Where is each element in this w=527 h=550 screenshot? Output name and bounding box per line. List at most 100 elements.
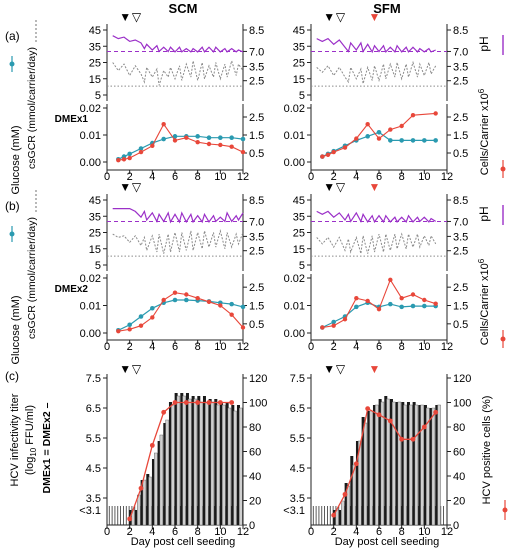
bar-dmex2 bbox=[403, 404, 407, 526]
bar-dmex1 bbox=[423, 405, 427, 525]
bar-dmex1 bbox=[389, 399, 393, 525]
cells-point bbox=[422, 297, 427, 303]
csgcr-point bbox=[376, 130, 382, 135]
chart-a-SCM: ▼ ▽ 5 15 25 35 45 2.5 3.5 7.0 8.5 0.00 0.01 0.02 0.5 1.… bbox=[80, 10, 265, 183]
y-tick-label-glucose: 25 bbox=[89, 58, 101, 70]
cells-point bbox=[184, 292, 189, 297]
y-tick-label-right: 3.5 bbox=[453, 231, 468, 243]
y-tick-label-glucose: 35 bbox=[89, 41, 101, 53]
bar-dmex2 bbox=[222, 404, 226, 526]
y-tick-label-hcv: 60 bbox=[249, 447, 261, 459]
filled-triangle-marker: ▼ bbox=[323, 362, 335, 376]
open-triangle-marker: ▽ bbox=[132, 180, 142, 194]
x-tick-label: 4 bbox=[149, 171, 155, 183]
x-tick-label: 6 bbox=[376, 171, 382, 183]
filled-triangle-marker: ▼ bbox=[323, 10, 335, 24]
csgcr-point bbox=[172, 134, 178, 139]
cells-point bbox=[229, 144, 234, 149]
cells-point bbox=[218, 303, 223, 308]
bar-dmex1 bbox=[191, 396, 195, 525]
cells-point bbox=[195, 140, 200, 145]
bar-dmex2 bbox=[437, 404, 441, 526]
panel-label-b: (b) bbox=[5, 199, 20, 213]
x-tick-label: 2 bbox=[331, 171, 337, 183]
left-legend-b: Glucose (mM) csGCR (mmol/carrier/day) bbox=[9, 190, 38, 365]
cells-point bbox=[116, 328, 121, 334]
bar-dmex1 bbox=[384, 396, 388, 525]
y-tick-label-titer: 7.5 bbox=[86, 373, 101, 385]
y-tick-label-right: 2.5 bbox=[453, 76, 468, 88]
bar-dmex2 bbox=[346, 485, 351, 526]
hcv-positive-point bbox=[161, 409, 167, 415]
y-tick-label-glucose: 45 bbox=[293, 25, 305, 37]
cells-axis-label-exp: 6 bbox=[477, 88, 486, 93]
chart-b-SFM: ▼ ▽ ▼5152535452.53.57.08.50.000.010.020.51… bbox=[284, 180, 469, 353]
cells-point bbox=[150, 143, 155, 148]
glucose-series bbox=[316, 60, 437, 84]
y-tick-label-cells: 1.5 bbox=[249, 301, 264, 313]
x-tick-label: 4 bbox=[149, 341, 155, 353]
y-tick-label-right: 8.5 bbox=[249, 195, 264, 207]
hcv-positive-point bbox=[206, 400, 212, 405]
y-tick-label-csgcr: 0.01 bbox=[80, 301, 101, 313]
hcv-positive-series bbox=[333, 407, 437, 516]
csgcr-point bbox=[195, 134, 200, 139]
cells-legend-dot bbox=[500, 336, 506, 342]
y-tick-label-right: 3.5 bbox=[453, 61, 468, 73]
bar-dmex2 bbox=[165, 419, 169, 526]
cells-point bbox=[433, 301, 438, 306]
y-tick-label-right: 3.5 bbox=[249, 61, 264, 73]
hcv-positive-point bbox=[138, 485, 144, 491]
bar-dmex1 bbox=[219, 402, 223, 525]
ph-series bbox=[112, 35, 244, 53]
y-tick-label-hcv: 20 bbox=[249, 496, 261, 508]
cells-point bbox=[365, 298, 370, 304]
y-tick-label-titer: 5.5 bbox=[86, 433, 101, 445]
cells-point bbox=[320, 325, 325, 330]
bar-dmex2 bbox=[137, 494, 141, 526]
right-legend-b: pH Cells/Carrier x106 bbox=[477, 205, 506, 348]
y-tick-label-csgcr: 0.00 bbox=[284, 157, 305, 169]
bar-dmex1 bbox=[236, 405, 240, 525]
plot-area: ▼ ▽5152535452.53.57.08.50.000.010.020.51.… bbox=[79, 10, 471, 538]
hcv-positive-point bbox=[149, 442, 155, 448]
x-tick-label: 8 bbox=[399, 171, 405, 183]
bar-dmex2 bbox=[205, 401, 209, 526]
bar-dmex2 bbox=[392, 401, 396, 526]
cells-point bbox=[138, 323, 144, 328]
csgcr-point bbox=[388, 138, 393, 143]
titer-axis-label-sub: 10 bbox=[29, 447, 38, 456]
cells-axis-label: Cells/Carrier x106 bbox=[477, 258, 491, 345]
bar-dmex1 bbox=[333, 510, 337, 525]
titer-legend: DMEx1 = DMEx2 – bbox=[41, 402, 53, 493]
y-tick-label-glucose: 15 bbox=[293, 244, 305, 256]
x-tick-label: 4 bbox=[353, 526, 359, 538]
hcv-positive-point bbox=[217, 400, 223, 405]
x-tick-label: 4 bbox=[149, 526, 155, 538]
x-tick-label: 10 bbox=[418, 526, 430, 538]
bar-dmex1 bbox=[350, 456, 354, 525]
hcv-positive-point bbox=[127, 516, 133, 522]
bar-dmex2 bbox=[216, 404, 220, 526]
csgcr-point bbox=[206, 135, 212, 140]
csgcr-point bbox=[365, 134, 370, 139]
hcv-positive-point bbox=[365, 406, 371, 412]
hcv-positive-point bbox=[410, 436, 416, 442]
cells-point bbox=[325, 152, 331, 157]
bar-dmex2 bbox=[148, 476, 152, 526]
csgcr-point bbox=[240, 136, 246, 142]
y-tick-label-titer: 5.5 bbox=[290, 433, 305, 445]
cells-point bbox=[218, 142, 223, 148]
x-tick-label: 2 bbox=[331, 526, 337, 538]
csgcr-series bbox=[322, 131, 436, 158]
x-tick-label: 8 bbox=[195, 171, 201, 183]
bar-dmex2 bbox=[352, 464, 356, 526]
x-tick-label: 2 bbox=[331, 341, 337, 353]
x-tick-label: 8 bbox=[195, 341, 201, 353]
glucose-series bbox=[316, 232, 437, 254]
open-triangle-marker: ▽ bbox=[132, 10, 142, 24]
y-tick-label-hcv: 0 bbox=[453, 520, 459, 532]
bar-dmex2 bbox=[341, 500, 345, 526]
y-tick-label-titer: 7.5 bbox=[290, 373, 305, 385]
csgcr-series bbox=[118, 299, 244, 331]
